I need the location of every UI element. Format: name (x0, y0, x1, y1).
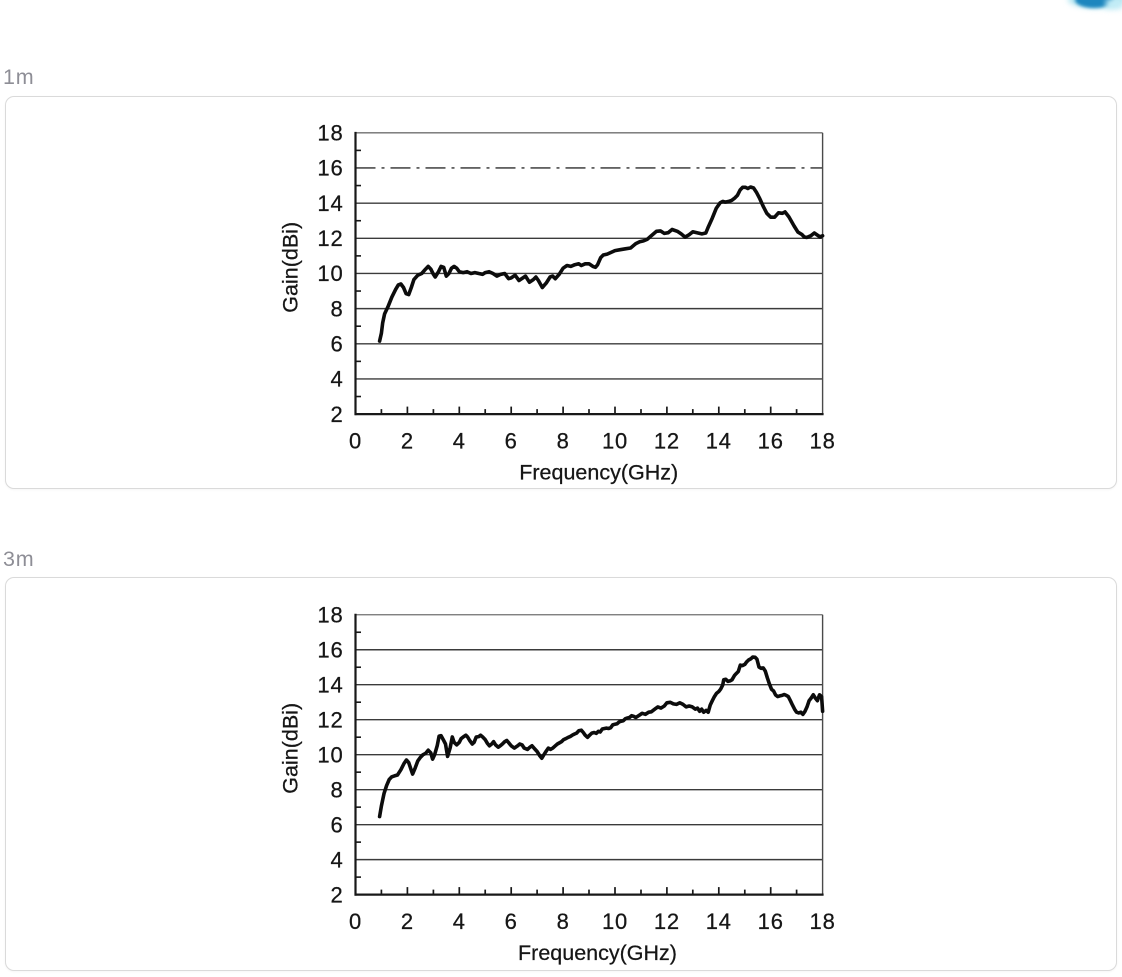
svg-text:2: 2 (401, 428, 414, 453)
svg-text:10: 10 (602, 909, 628, 934)
svg-text:10: 10 (602, 428, 628, 453)
svg-text:8: 8 (330, 296, 343, 321)
svg-text:0: 0 (349, 428, 362, 453)
svg-text:12: 12 (317, 707, 343, 732)
svg-text:18: 18 (317, 603, 343, 628)
svg-text:4: 4 (453, 428, 466, 453)
svg-text:14: 14 (706, 428, 732, 453)
svg-text:16: 16 (317, 637, 343, 662)
svg-text:16: 16 (758, 909, 784, 934)
svg-text:6: 6 (330, 332, 343, 357)
svg-text:Frequency(GHz): Frequency(GHz) (518, 941, 677, 965)
svg-text:14: 14 (706, 909, 732, 934)
svg-text:2: 2 (330, 882, 343, 907)
svg-text:18: 18 (810, 428, 836, 453)
svg-text:Gain(dBi): Gain(dBi) (279, 222, 303, 313)
svg-text:16: 16 (758, 428, 784, 453)
svg-text:Frequency(GHz): Frequency(GHz) (519, 460, 678, 484)
svg-text:14: 14 (317, 672, 343, 697)
svg-text:12: 12 (654, 428, 680, 453)
svg-text:16: 16 (317, 156, 343, 181)
svg-text:Gain(dBi): Gain(dBi) (279, 703, 303, 794)
svg-text:18: 18 (317, 121, 343, 146)
svg-text:6: 6 (505, 909, 518, 934)
svg-text:8: 8 (330, 777, 343, 802)
svg-text:14: 14 (317, 191, 343, 216)
svg-text:6: 6 (330, 812, 343, 837)
svg-text:2: 2 (330, 402, 343, 427)
svg-text:8: 8 (557, 909, 570, 934)
svg-text:0: 0 (349, 909, 362, 934)
svg-text:2: 2 (401, 909, 414, 934)
svg-text:10: 10 (317, 261, 343, 286)
svg-text:4: 4 (453, 909, 466, 934)
svg-text:4: 4 (330, 367, 343, 392)
svg-text:10: 10 (317, 742, 343, 767)
svg-text:12: 12 (654, 909, 680, 934)
svg-text:12: 12 (317, 226, 343, 251)
svg-text:8: 8 (557, 428, 570, 453)
svg-text:4: 4 (330, 847, 343, 872)
svg-text:18: 18 (810, 909, 836, 934)
svg-text:6: 6 (505, 428, 518, 453)
